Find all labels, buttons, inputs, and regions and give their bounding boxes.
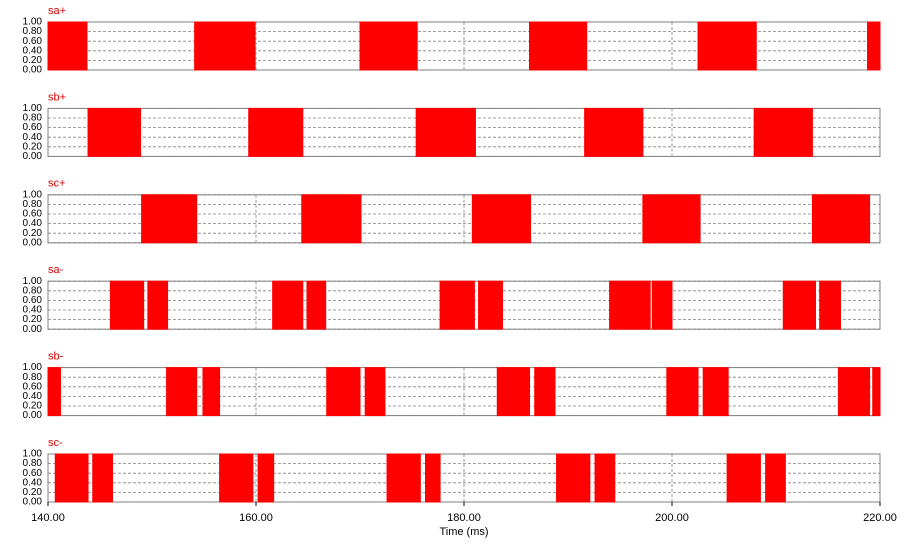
signal-segment [811, 194, 871, 244]
signal-segment [594, 453, 616, 503]
signal-segment [166, 367, 198, 417]
signal-segment [272, 280, 304, 330]
y-tick-label: 0.20 [23, 401, 43, 412]
y-tick-label: 0.00 [23, 65, 43, 76]
y-tick-label: 0.40 [23, 218, 43, 229]
signal-segment [194, 21, 256, 71]
signal-segment [47, 367, 61, 417]
panel-label: sa- [48, 264, 64, 276]
signal-segment [439, 280, 475, 330]
signal-segment [642, 194, 701, 244]
signal-segment [697, 21, 757, 71]
y-tick-label: 0.60 [23, 122, 43, 133]
signal-segment [301, 194, 362, 244]
panel-label: sb- [48, 351, 64, 363]
signal-segment [425, 453, 441, 503]
signal-segment [306, 280, 327, 330]
y-tick-label: 1.00 [23, 362, 43, 373]
signal-segment [753, 107, 813, 157]
y-tick-label: 0.60 [23, 36, 43, 47]
signal-segment [837, 367, 871, 417]
signal-segment [726, 453, 761, 503]
y-tick-label: 0.20 [23, 228, 43, 239]
signal-segment [478, 280, 503, 330]
x-axis-label: Time (ms) [439, 526, 488, 538]
signal-segment [147, 280, 169, 330]
panel-label: sb+ [48, 91, 66, 103]
signal-segment [359, 21, 418, 71]
y-tick-label: 0.40 [23, 132, 43, 143]
y-tick-label: 0.60 [23, 209, 43, 220]
panel-label: sc+ [48, 178, 65, 190]
y-tick-label: 0.80 [23, 458, 43, 469]
y-tick-label: 0.80 [23, 285, 43, 296]
signal-segment [87, 107, 142, 157]
signal-segment [666, 367, 699, 417]
signal-segment [819, 280, 841, 330]
y-tick-label: 0.20 [23, 141, 43, 152]
signal-segment [534, 367, 556, 417]
signal-segment [219, 453, 254, 503]
signal-segment [109, 280, 145, 330]
y-tick-label: 0.80 [23, 113, 43, 124]
signal-segment [556, 453, 591, 503]
y-tick-label: 0.00 [23, 151, 43, 162]
signal-segment [529, 21, 588, 71]
y-tick-label: 0.40 [23, 45, 43, 56]
signal-segment [765, 453, 786, 503]
x-tick-label: 200.00 [655, 512, 689, 524]
signal-segment [872, 367, 881, 417]
panel-label: sa+ [48, 5, 66, 17]
y-tick-label: 0.60 [23, 295, 43, 306]
x-tick-label: 180.00 [447, 512, 481, 524]
y-tick-label: 1.00 [23, 276, 43, 287]
signal-segment [471, 194, 532, 244]
y-tick-label: 0.60 [23, 381, 43, 392]
y-tick-label: 0.80 [23, 199, 43, 210]
signal-segment [702, 367, 729, 417]
signal-segment [651, 280, 673, 330]
signal-segment [415, 107, 476, 157]
signal-segment [257, 453, 275, 503]
signal-segment [782, 280, 817, 330]
x-tick-label: 140.00 [31, 512, 65, 524]
y-tick-label: 0.20 [23, 487, 43, 498]
y-tick-label: 0.80 [23, 26, 43, 37]
signal-segment [326, 367, 361, 417]
panel-label: sc- [48, 437, 63, 449]
signal-segment [92, 453, 113, 503]
y-tick-label: 0.40 [23, 305, 43, 316]
signal-segment [584, 107, 644, 157]
signal-segment [386, 453, 421, 503]
signal-segment [202, 367, 221, 417]
y-tick-label: 0.20 [23, 314, 43, 325]
signal-segment [141, 194, 198, 244]
y-tick-label: 0.00 [23, 324, 43, 335]
signal-segment [54, 453, 89, 503]
signal-segment [47, 21, 88, 71]
x-tick-label: 160.00 [239, 512, 273, 524]
signal-segment [609, 280, 651, 330]
signal-segment [496, 367, 531, 417]
y-tick-label: 1.00 [23, 449, 43, 460]
signal-segment [867, 21, 881, 71]
y-tick-label: 0.80 [23, 372, 43, 383]
y-tick-label: 0.20 [23, 55, 43, 66]
y-tick-label: 0.40 [23, 391, 43, 402]
y-tick-label: 1.00 [23, 17, 43, 28]
y-tick-label: 0.40 [23, 477, 43, 488]
y-tick-label: 0.00 [23, 410, 43, 421]
y-tick-label: 1.00 [23, 189, 43, 200]
y-tick-label: 0.00 [23, 497, 43, 508]
signal-segment [248, 107, 304, 157]
y-tick-label: 1.00 [23, 103, 43, 114]
y-tick-label: 0.00 [23, 237, 43, 248]
signal-segment [364, 367, 386, 417]
x-tick-label: 220.00 [863, 512, 897, 524]
y-tick-label: 0.60 [23, 468, 43, 479]
